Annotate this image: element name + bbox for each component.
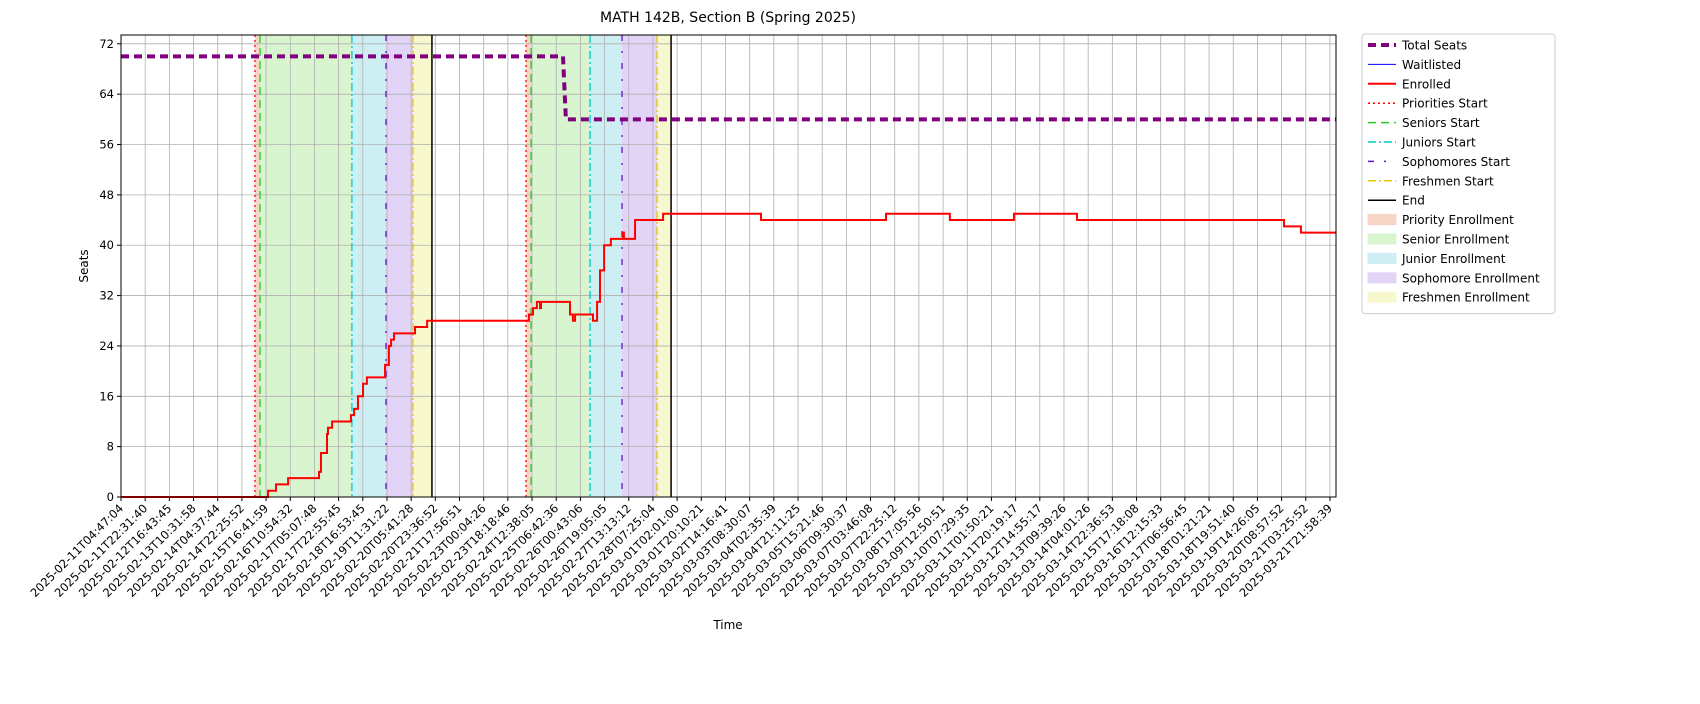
y-tick-label: 0 <box>107 490 114 504</box>
legend-swatch <box>1367 272 1397 284</box>
enrollment-span <box>351 35 387 497</box>
legend-label: End <box>1402 194 1425 208</box>
legend-label: Priority Enrollment <box>1402 213 1514 227</box>
enrollment-span <box>254 35 261 497</box>
enrollment-span <box>526 35 532 497</box>
series-line <box>121 212 1336 498</box>
y-tick-label: 16 <box>99 389 114 403</box>
y-tick-label: 64 <box>99 87 114 101</box>
legend-label: Freshmen Enrollment <box>1402 291 1530 305</box>
y-tick-label: 56 <box>99 138 114 152</box>
legend-label: Waitlisted <box>1402 58 1461 72</box>
legend-label: Freshmen Start <box>1402 174 1494 188</box>
enrollment-span <box>386 35 414 497</box>
enrollment-span <box>621 35 658 497</box>
legend-swatch <box>1367 214 1397 226</box>
x-axis-label: Time <box>712 618 742 632</box>
y-tick-label: 24 <box>99 339 114 353</box>
legend-label: Seniors Start <box>1402 116 1480 130</box>
enrollment-span <box>413 35 432 497</box>
y-axis-label: Seats <box>77 249 91 282</box>
chart-title: MATH 142B, Section B (Spring 2025) <box>600 10 856 26</box>
legend-swatch <box>1367 252 1397 264</box>
plot-frame <box>120 34 1337 498</box>
enrollment-span <box>260 35 352 497</box>
legend-frame <box>1361 33 1556 315</box>
enrollment-span <box>657 35 672 497</box>
enrollment-span <box>590 35 622 497</box>
legend-label: Priorities Start <box>1402 97 1488 111</box>
y-tick-label: 8 <box>107 440 114 454</box>
legend-label: Senior Enrollment <box>1402 233 1510 247</box>
enrollment-span <box>531 35 591 497</box>
legend-label: Sophomores Start <box>1402 155 1510 169</box>
legend-swatch <box>1367 233 1397 245</box>
legend-label: Junior Enrollment <box>1401 252 1506 266</box>
legend-swatch <box>1367 291 1397 303</box>
y-tick-label: 32 <box>99 289 114 303</box>
y-tick-label: 72 <box>99 37 114 51</box>
legend-label: Juniors Start <box>1401 136 1476 150</box>
legend-label: Sophomore Enrollment <box>1402 271 1540 285</box>
series-line <box>121 54 1336 122</box>
legend-label: Total Seats <box>1401 39 1467 53</box>
legend-label: Enrolled <box>1402 77 1451 91</box>
y-tick-label: 40 <box>99 238 114 252</box>
y-tick-label: 48 <box>99 188 114 202</box>
